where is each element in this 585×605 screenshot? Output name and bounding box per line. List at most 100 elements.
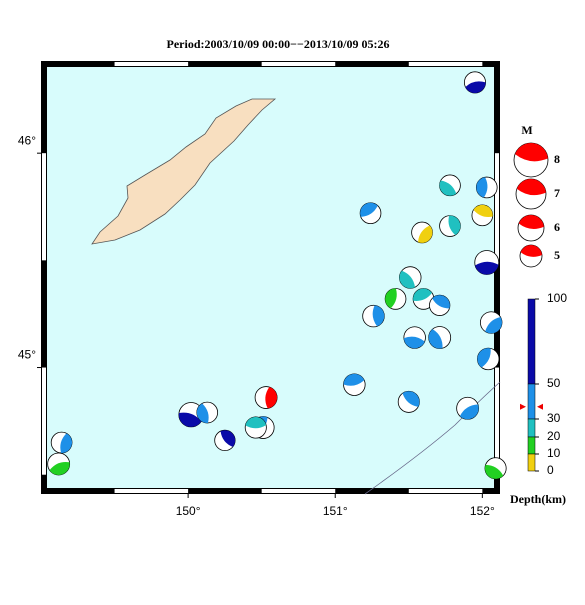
- beachball-compression: [399, 270, 415, 289]
- beachball-compression: [485, 316, 502, 334]
- beachball-compression: [220, 430, 236, 447]
- beachball-compression: [465, 81, 486, 94]
- event-beachball: [471, 204, 494, 227]
- legend-beachball: [515, 178, 547, 210]
- frame-segment: [408, 62, 483, 66]
- event-beachball: [254, 386, 278, 409]
- beachball-compression: [432, 295, 450, 309]
- frame-segment: [114, 489, 189, 493]
- event-beachball: [484, 457, 507, 480]
- beachball-compression: [520, 245, 542, 257]
- event-beachball: [456, 396, 480, 420]
- depth-marker: [520, 403, 543, 410]
- depth-tick-label: 50: [547, 376, 561, 390]
- event-beachball: [463, 71, 486, 94]
- beachball-compression: [385, 288, 397, 309]
- beachball-compression: [515, 142, 548, 162]
- trench-line: [364, 381, 501, 495]
- beachball-compression: [477, 348, 491, 368]
- event-beachball: [475, 176, 498, 199]
- title: Period:2003/10/09 00:00−−2013/10/09 05:2…: [167, 37, 390, 51]
- depth-tick-label: 10: [547, 446, 561, 460]
- frame-segment: [495, 153, 499, 261]
- island: [91, 98, 277, 245]
- beachball-compression: [518, 215, 544, 230]
- event-beachball: [343, 373, 366, 396]
- frame-segment: [261, 62, 336, 66]
- beachball-compression: [413, 288, 432, 301]
- event-beachball: [384, 288, 407, 310]
- event-beachball: [403, 326, 426, 349]
- beachball-compression: [476, 177, 488, 198]
- legend-label: 7: [554, 186, 560, 200]
- x-tick-label: 151°: [323, 504, 348, 518]
- beachball-compression: [418, 225, 433, 243]
- event-beachball: [178, 402, 204, 428]
- event-beachball: [429, 294, 451, 316]
- frame-segment: [261, 489, 336, 493]
- depth-color-segment: [527, 418, 536, 438]
- beachball-compression: [178, 412, 202, 427]
- frame-segment: [42, 367, 46, 475]
- frame-segment: [114, 62, 189, 66]
- event-beachball: [50, 431, 73, 454]
- event-beachball: [474, 250, 500, 275]
- frame-segment: [495, 367, 499, 475]
- depth-color-segment: [527, 383, 536, 420]
- event-beachball: [439, 215, 461, 237]
- event-beachball: [196, 401, 219, 424]
- beachball-compression: [49, 461, 70, 475]
- event-beachball: [477, 347, 500, 371]
- beachball-compression: [343, 373, 365, 386]
- frame-ticks: [42, 62, 499, 493]
- beachball-compression: [372, 305, 385, 327]
- frame-segment: [42, 153, 46, 261]
- event-beachball: [47, 452, 71, 476]
- event-beachball: [428, 326, 452, 349]
- beachball-compression: [402, 391, 420, 407]
- event-beachball: [362, 304, 385, 328]
- legend-beachball: [517, 214, 545, 242]
- legend-beachball: [513, 142, 549, 178]
- beachball-compression: [245, 416, 267, 429]
- event-beachball: [244, 416, 267, 439]
- beachball-compression: [448, 215, 461, 236]
- depth-tick-label: 30: [547, 411, 561, 425]
- beachball-compression: [484, 464, 504, 479]
- event-beachball: [439, 174, 461, 197]
- depth-color-segment: [527, 453, 536, 472]
- depth-tick-label: 20: [547, 429, 561, 443]
- event-beachball: [399, 266, 422, 289]
- event-beachball: [397, 390, 420, 413]
- beachball-compression: [439, 180, 457, 196]
- depth-tick-label: 100: [547, 291, 567, 305]
- depth-color-segment: [527, 436, 536, 455]
- depth-tick-label: 0: [547, 463, 554, 477]
- depth-scale-label: Depth(km): [510, 492, 566, 506]
- beachball-compression: [473, 204, 493, 217]
- frame-segment: [408, 489, 483, 493]
- beachball-compression: [403, 336, 425, 349]
- event-beachball: [214, 429, 236, 452]
- beachball-compression: [475, 261, 499, 275]
- event-beachball: [411, 221, 433, 244]
- x-tick-label: 150°: [176, 504, 201, 518]
- legend-title: M: [521, 123, 532, 137]
- x-tick-label: 152°: [470, 504, 495, 518]
- beachball-compression: [428, 329, 443, 349]
- event-beachball: [479, 311, 503, 334]
- legend-beachball: [519, 244, 543, 268]
- y-tick-label: 46°: [18, 133, 36, 147]
- y-tick-label: 45°: [18, 348, 36, 362]
- legend-label: 5: [554, 248, 560, 262]
- event-beachball: [359, 202, 382, 224]
- beachball-compression: [360, 202, 378, 217]
- legend-label: 8: [554, 152, 560, 166]
- beachball-compression: [459, 404, 479, 420]
- beachball-compression: [60, 433, 72, 453]
- beachball-compression: [196, 403, 209, 423]
- depth-color-segment: [527, 298, 536, 385]
- beachball-compression: [516, 178, 546, 196]
- legend-label: 6: [554, 220, 560, 234]
